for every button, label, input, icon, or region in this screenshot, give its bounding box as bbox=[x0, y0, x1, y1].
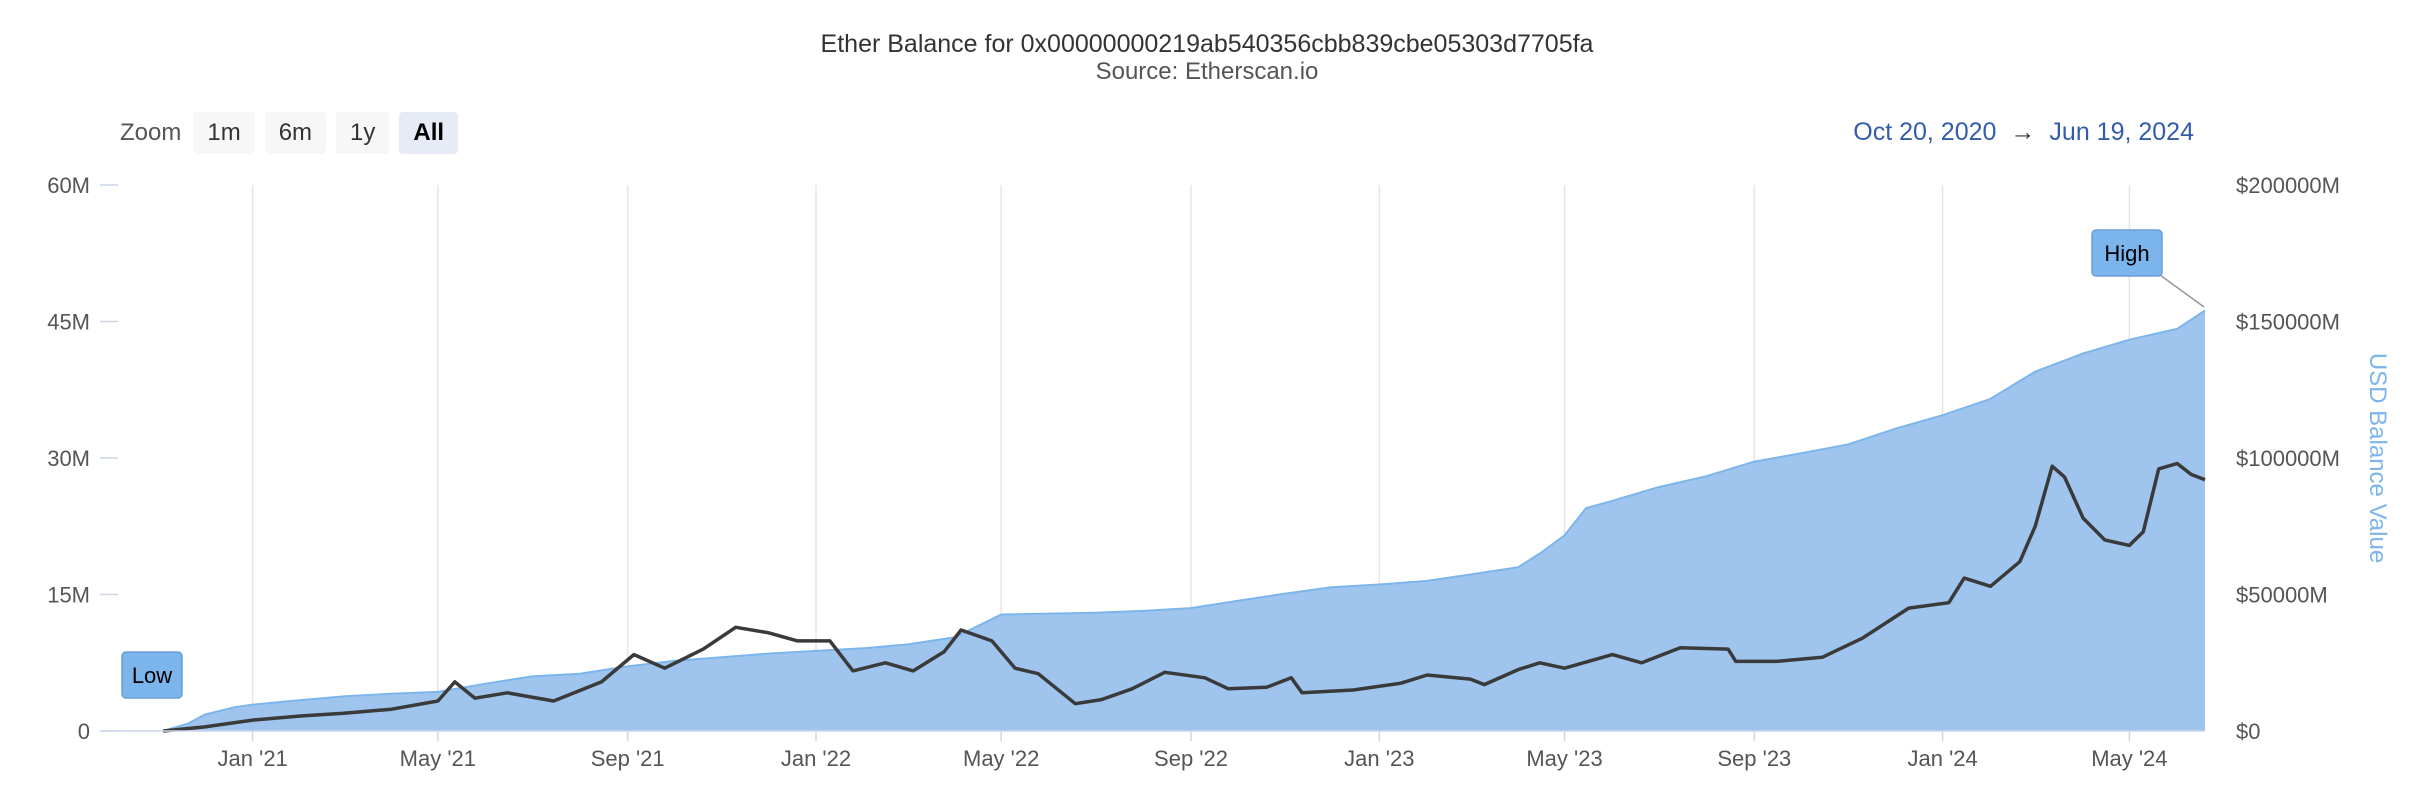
zoom-1m-button[interactable]: 1m bbox=[193, 112, 255, 154]
date-range-display: Oct 20, 2020 → Jun 19, 2024 bbox=[1853, 118, 2194, 147]
y-right-tick-label-2: $100000M bbox=[2236, 446, 2340, 471]
high-flag-label: High bbox=[2104, 241, 2149, 266]
x-tick-label-7: May '23 bbox=[1526, 746, 1602, 771]
low-flag bbox=[121, 651, 183, 699]
chart-subtitle: Source: Etherscan.io bbox=[1095, 58, 1319, 85]
high-flag-connector bbox=[2159, 274, 2205, 308]
ether-balance-area-edge bbox=[162, 309, 2206, 732]
ether-balance-area bbox=[163, 310, 2205, 731]
x-tick-label-1: May '21 bbox=[400, 746, 476, 771]
y-left-tick-label-2: 30M bbox=[47, 446, 90, 471]
zoom-selector: Zoom 1m 6m 1y All bbox=[120, 112, 459, 154]
y-left-tick-label-0: 0 bbox=[78, 719, 90, 744]
y-right-axis-title: USD Balance Value bbox=[2364, 353, 2391, 563]
y-left-tick-label-3: 45M bbox=[47, 310, 90, 335]
zoom-6m-button[interactable]: 6m bbox=[264, 112, 327, 154]
x-tick-label-0: Jan '21 bbox=[218, 746, 288, 771]
zoom-all-button[interactable]: All bbox=[399, 112, 459, 154]
x-tick-label-2: Sep '21 bbox=[591, 746, 665, 771]
range-arrow-icon: → bbox=[2010, 118, 2036, 146]
zoom-1y-button[interactable]: 1y bbox=[336, 112, 390, 154]
x-tick-label-5: Sep '22 bbox=[1154, 746, 1228, 771]
range-from[interactable]: Oct 20, 2020 bbox=[1853, 118, 1997, 146]
y-right-tick-label-1: $50000M bbox=[2236, 583, 2328, 608]
zoom-label: Zoom bbox=[120, 119, 182, 146]
y-right-tick-label-0: $0 bbox=[2236, 719, 2260, 744]
low-flag-label: Low bbox=[132, 663, 172, 688]
y-right-tick-label-4: $200000M bbox=[2236, 173, 2340, 198]
high-flag bbox=[2091, 229, 2163, 277]
x-tick-label-8: Sep '23 bbox=[1717, 746, 1791, 771]
y-right-tick-label-3: $150000M bbox=[2236, 310, 2340, 335]
y-left-tick-label-4: 60M bbox=[47, 173, 90, 198]
x-tick-label-6: Jan '23 bbox=[1344, 746, 1414, 771]
y-left-tick-label-1: 15M bbox=[47, 583, 90, 608]
x-tick-label-3: Jan '22 bbox=[781, 746, 851, 771]
x-tick-label-9: Jan '24 bbox=[1907, 746, 1977, 771]
usd-value-line bbox=[163, 461, 2206, 733]
x-tick-label-10: May '24 bbox=[2091, 746, 2167, 771]
range-to[interactable]: Jun 19, 2024 bbox=[2049, 118, 2194, 146]
chart-title: Ether Balance for 0x00000000219ab540356c… bbox=[820, 30, 1594, 58]
x-tick-label-4: May '22 bbox=[963, 746, 1039, 771]
